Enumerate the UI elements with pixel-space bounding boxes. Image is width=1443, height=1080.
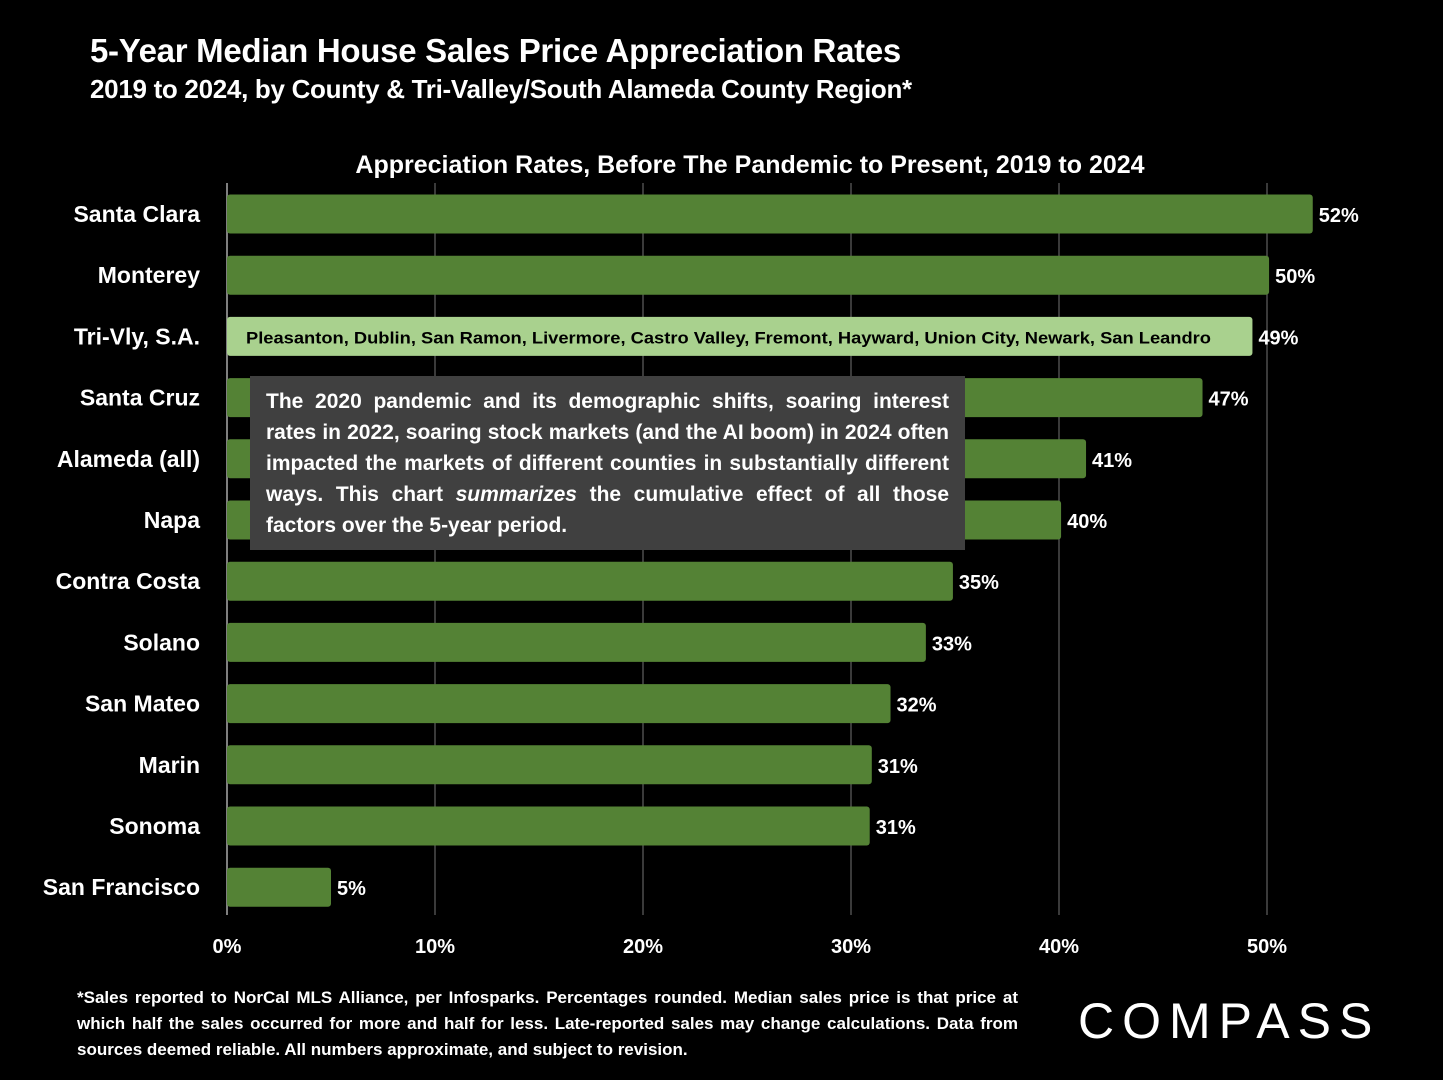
annotation-text-1: The 2020 pandemic and its demographic sh… [266, 390, 949, 506]
value-label: 41% [1092, 450, 1132, 472]
category-label: Monterey [98, 262, 200, 288]
logo-text: COMPASS [1078, 993, 1381, 1049]
value-label: 52% [1319, 205, 1359, 227]
page-title: 5-Year Median House Sales Price Apprecia… [90, 32, 901, 69]
category-label: San Francisco [43, 874, 200, 900]
x-tick-label: 0% [213, 936, 242, 958]
value-label: 49% [1258, 327, 1298, 349]
category-label: Tri-Vly, S.A. [74, 323, 200, 349]
page-subtitle: 2019 to 2024, by County & Tri-Valley/Sou… [90, 74, 912, 104]
x-tick-label: 20% [623, 936, 663, 958]
category-label: Santa Clara [73, 201, 200, 227]
x-tick-label: 30% [831, 936, 871, 958]
category-label: Alameda (all) [57, 446, 200, 472]
bar [227, 255, 1270, 295]
bar [227, 684, 891, 724]
annotation-emphasis: summarizes [455, 483, 577, 506]
x-tick-label: 40% [1039, 936, 1079, 958]
value-label: 47% [1209, 389, 1249, 411]
highlight-bar-label: Pleasanton, Dublin, San Ramon, Livermore… [246, 329, 1211, 347]
chart-bars: Pleasanton, Dublin, San Ramon, Livermore… [227, 194, 1313, 907]
category-label: Marin [139, 752, 200, 778]
bar [227, 867, 331, 907]
compass-logo: COMPASS [1078, 992, 1388, 1052]
category-label: San Mateo [85, 691, 200, 717]
chart-title: Appreciation Rates, Before The Pandemic … [355, 151, 1144, 179]
category-labels: Santa Clara Monterey Tri-Vly, S.A. Santa Cr… [43, 201, 200, 900]
value-label: 32% [897, 695, 937, 717]
bar [227, 806, 870, 846]
bar [227, 561, 953, 601]
annotation-box: The 2020 pandemic and its demographic sh… [250, 376, 965, 550]
category-label: Contra Costa [56, 568, 201, 594]
bar [227, 194, 1313, 234]
bar [227, 316, 1253, 356]
value-label: 35% [959, 572, 999, 594]
category-label: Santa Cruz [80, 385, 200, 411]
bar [227, 622, 926, 662]
x-tick-label: 10% [415, 936, 455, 958]
bar [227, 745, 872, 785]
value-label: 33% [932, 633, 972, 655]
annotation-text-2: the cumulative effect of all those facto… [266, 483, 950, 537]
category-label: Sonoma [109, 813, 200, 839]
category-label: Solano [123, 629, 200, 655]
value-label: 31% [878, 756, 918, 778]
value-label: 5% [337, 878, 366, 900]
x-tick-label: 50% [1247, 936, 1287, 958]
x-tick-labels: 0% 10% 20% 30% 40% 50% [213, 936, 1288, 958]
footnote: *Sales reported to NorCal MLS Alliance, … [77, 988, 1018, 1059]
category-label: Napa [144, 507, 200, 533]
value-label: 31% [876, 817, 916, 839]
value-label: 50% [1275, 266, 1315, 288]
value-label: 40% [1067, 511, 1107, 533]
value-labels: 52% 50% 49% 47% 41% 40% 35% 33% 32% 31% 31% 5% [337, 205, 1359, 900]
